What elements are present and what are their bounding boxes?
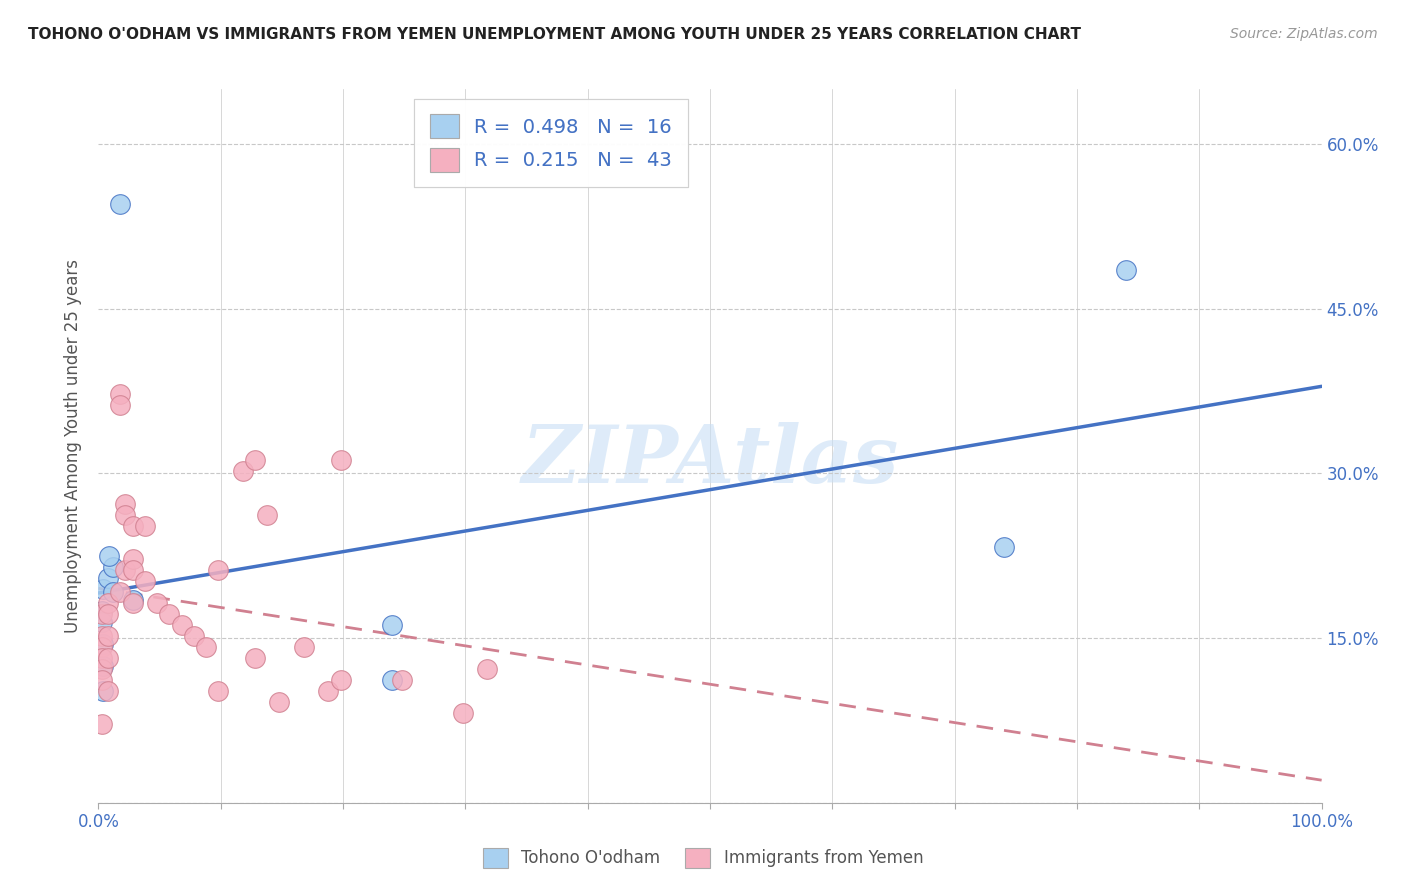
Point [97,651,120,665]
Point [477,662,499,676]
Point [134,519,156,533]
Point [134,574,156,588]
Point [451,706,474,720]
Legend: R =  0.498   N =  16, R =  0.215   N =  43: R = 0.498 N = 16, R = 0.215 N = 43 [415,99,688,187]
Point [91,582,114,596]
Point [993,540,1015,554]
Point [157,607,180,621]
Point [329,673,352,687]
Point [232,464,254,478]
Point [121,563,143,577]
Point [318,683,340,698]
Point [110,398,132,412]
Point [243,651,266,665]
Point [98,549,121,563]
Text: ZIPAtlas: ZIPAtlas [522,422,898,499]
Point [1115,263,1137,277]
Point [121,596,143,610]
Point [207,683,229,698]
Point [121,519,143,533]
Point [97,607,120,621]
Point [114,508,136,523]
Point [195,640,218,654]
Point [207,563,229,577]
Point [91,607,114,621]
Point [243,453,266,467]
Point [121,592,143,607]
Point [329,453,352,467]
Point [91,615,114,629]
Point [91,640,114,654]
Point [91,673,114,687]
Point [97,596,120,610]
Point [91,637,114,651]
Point [101,559,124,574]
Point [101,585,124,599]
Point [91,716,114,731]
Point [114,563,136,577]
Point [91,658,114,673]
Y-axis label: Unemployment Among Youth under 25 years: Unemployment Among Youth under 25 years [65,259,83,633]
Point [170,618,193,632]
Point [146,596,169,610]
Text: Source: ZipAtlas.com: Source: ZipAtlas.com [1230,27,1378,41]
Point [97,571,120,585]
Point [110,387,132,401]
Text: TOHONO O'ODHAM VS IMMIGRANTS FROM YEMEN UNEMPLOYMENT AMONG YOUTH UNDER 25 YEARS : TOHONO O'ODHAM VS IMMIGRANTS FROM YEMEN … [28,27,1081,42]
Point [292,640,315,654]
Legend: Tohono O'odham, Immigrants from Yemen: Tohono O'odham, Immigrants from Yemen [477,841,929,875]
Point [381,673,404,687]
Point [114,497,136,511]
Point [183,629,205,643]
Point [381,618,404,632]
Point [91,683,114,698]
Point [91,651,114,665]
Point [91,604,114,618]
Point [269,695,291,709]
Point [110,197,132,211]
Point [91,629,114,643]
Point [97,629,120,643]
Point [97,683,120,698]
Point [391,673,413,687]
Point [256,508,278,523]
Point [91,662,114,676]
Point [110,585,132,599]
Point [121,552,143,566]
